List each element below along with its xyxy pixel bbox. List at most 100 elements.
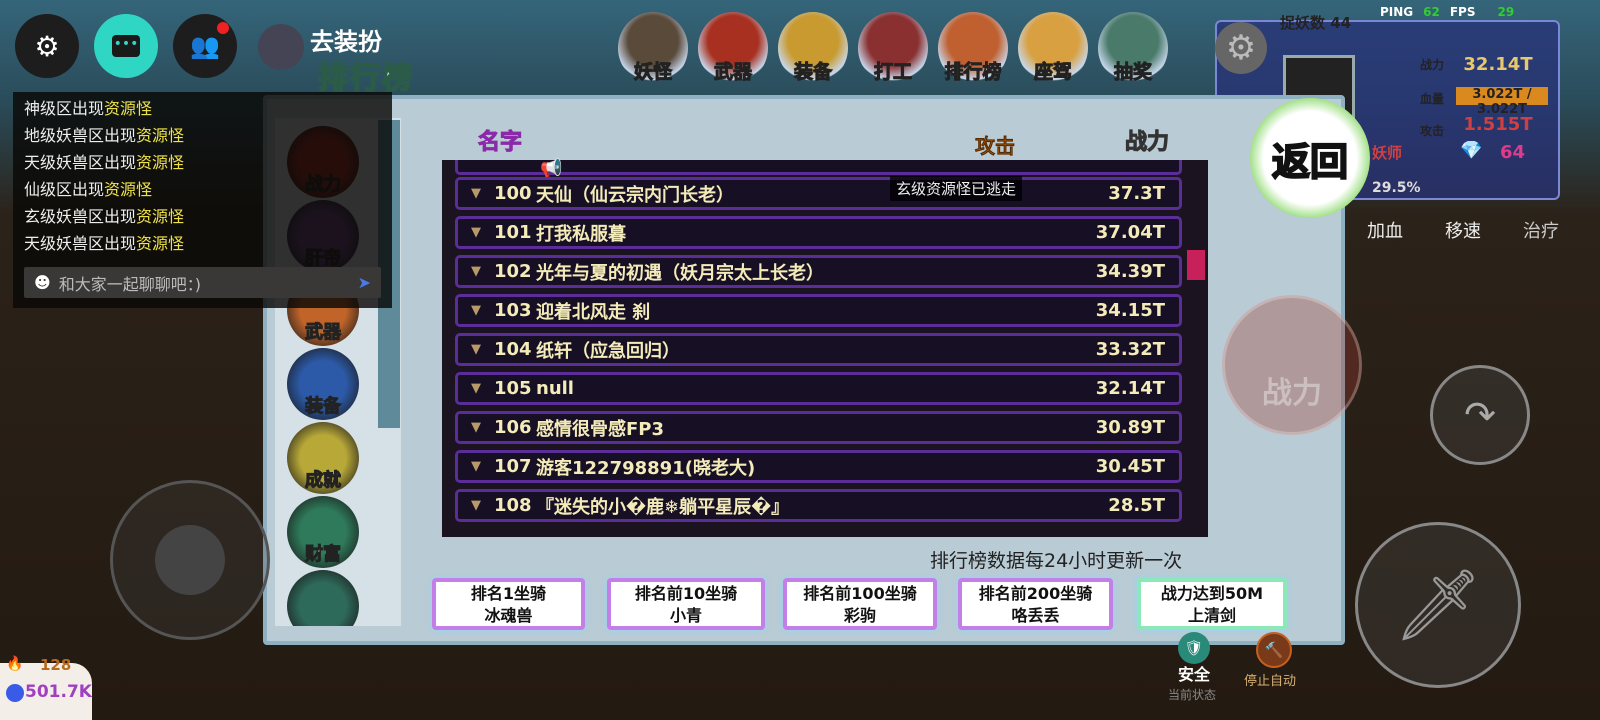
skill-heal-hp[interactable]: 加血 — [1355, 195, 1415, 243]
table-row[interactable]: ▼ 108 『迷失的小�鹿❄躺平星辰�』 28.5T — [455, 489, 1182, 522]
header-attack[interactable]: 攻击 — [975, 134, 1016, 159]
stop-auto-button[interactable]: 🔨 — [1256, 632, 1292, 668]
jump-button[interactable]: ↷ — [1430, 365, 1530, 465]
player-name: null — [536, 378, 574, 399]
chat-highlight: 资源怪 — [104, 180, 153, 199]
header-power[interactable]: 战力 — [1124, 130, 1170, 156]
menu-5[interactable]: 座驾 — [1018, 12, 1088, 84]
reward-condition: 排名前10坐骑 — [634, 584, 738, 603]
top-menu: 妖怪 武器 装备 打工 排行榜 座驾 抽奖 — [618, 12, 1178, 84]
table-row-partial — [455, 160, 1182, 175]
menu-6[interactable]: 抽奖 — [1098, 12, 1168, 84]
avatar[interactable] — [258, 24, 304, 70]
dress-up-button[interactable]: 去装扮 — [310, 28, 382, 56]
ping-label: PING — [1380, 5, 1414, 19]
chat-input[interactable]: ☻ 和大家一起聊聊吧：) ➤ — [24, 267, 381, 298]
joystick-knob[interactable] — [155, 525, 225, 595]
chat-panel: ☻ 和大家一起聊聊吧：) ➤ 神级区出现资源怪 地级妖兽区出现资源怪 天级妖兽区出现资源… — [13, 92, 392, 308]
back-button[interactable]: 返回 — [1250, 98, 1370, 218]
table-row[interactable]: ▼ 107 游客122798891(晓老大) 30.45T — [455, 450, 1182, 483]
attack-value: 1.515T — [1463, 114, 1533, 135]
chat-button[interactable]: ••• — [94, 14, 158, 78]
list-scroll-thumb[interactable] — [1187, 250, 1205, 280]
ranking-list[interactable]: ▼ 100 天仙（仙云宗内门长老） 37.3T ▼ 101 打我私服暮 37.04T ▼ 102 光… — [442, 160, 1208, 537]
tab-label: 武器 — [305, 322, 342, 344]
power-skill-button[interactable]: 战力 — [1222, 295, 1362, 435]
tab-3[interactable]: 装备 — [287, 348, 359, 420]
rank: 108 — [494, 495, 532, 516]
fire-count: 128 — [40, 656, 72, 674]
update-note: 排行榜数据每24小时更新一次 — [930, 550, 1183, 572]
menu-1[interactable]: 武器 — [698, 12, 768, 84]
power-value: 32.14T — [1095, 378, 1165, 399]
tab-label: 成就 — [305, 470, 342, 492]
chat-text: 天级妖兽区出现 — [24, 234, 137, 253]
table-row[interactable]: ▼ 104 纸轩（应急回归） 33.32T — [455, 333, 1182, 366]
player-name: 纸轩（应急回归） — [536, 340, 680, 362]
settings-button[interactable]: ⚙ — [15, 14, 79, 78]
attack-label: 攻击 — [1420, 124, 1445, 138]
reward-mount: 小青 — [669, 606, 702, 625]
reward-condition: 战力达到50M — [1160, 584, 1264, 603]
hud-settings-button[interactable]: ⚙ — [1215, 22, 1267, 74]
skill-label: 战力 — [1262, 376, 1322, 411]
tab-4[interactable]: 成就 — [287, 422, 359, 494]
send-icon[interactable]: ➤ — [357, 273, 371, 292]
mana-count: 501.7K — [25, 682, 92, 702]
rank-chevron-icon: ▼ — [471, 186, 481, 201]
tab-5[interactable]: 财富 — [287, 496, 359, 568]
skill-speed[interactable]: 移速 — [1433, 195, 1493, 243]
friends-icon: 👥 — [190, 32, 220, 60]
chat-highlight: 资源怪 — [136, 153, 185, 172]
catch-count: 44 — [1330, 14, 1352, 32]
menu-label: 排行榜 — [944, 61, 1002, 84]
ping-value: 62 — [1423, 5, 1440, 19]
status-button[interactable]: 🛡 — [1178, 632, 1210, 664]
hp-label: 血量 — [1420, 92, 1445, 106]
tab-6[interactable] — [287, 570, 359, 626]
notification-dot — [217, 22, 229, 34]
chat-text: 神级区出现 — [24, 99, 105, 118]
menu-label: 座驾 — [1033, 61, 1072, 84]
hp-bar: 3.022T / 3.022T — [1456, 87, 1548, 117]
menu-label: 打工 — [873, 61, 912, 84]
table-row[interactable]: ▼ 102 光年与夏的初遇（妖月宗太上长老） 34.39T — [455, 255, 1182, 288]
reward-0[interactable]: 排名1坐骑 冰魂兽 — [432, 578, 585, 630]
chat-bubble-icon: ••• — [112, 35, 140, 57]
reward-3[interactable]: 排名前200坐骑 咯丢丢 — [958, 578, 1113, 630]
table-row[interactable]: ▼ 100 天仙（仙云宗内门长老） 37.3T — [455, 177, 1182, 210]
chat-highlight: 资源怪 — [136, 234, 185, 253]
rank: 103 — [494, 300, 532, 321]
skill-cure[interactable]: 治疗 — [1511, 195, 1571, 243]
fps-value: 29 — [1497, 5, 1515, 19]
stop-auto-label: 停止自动 — [1244, 674, 1297, 689]
reward-2[interactable]: 排名前100坐骑 彩驹 — [783, 578, 937, 630]
table-row[interactable]: ▼ 106 感情很骨感FP3 30.89T — [455, 411, 1182, 444]
friends-button[interactable]: 👥 — [173, 14, 237, 78]
chat-line: 地级妖兽区出现资源怪 — [24, 122, 184, 146]
table-row[interactable]: ▼ 105 null 32.14T — [455, 372, 1182, 405]
menu-label: 武器 — [713, 61, 752, 84]
reward-1[interactable]: 排名前10坐骑 小青 — [607, 578, 765, 630]
catch-label: 捉妖数 — [1280, 14, 1326, 32]
megaphone-icon: 📢 — [540, 158, 563, 179]
player-name: 打我私服暮 — [536, 223, 626, 245]
menu-3[interactable]: 打工 — [858, 12, 928, 84]
fps-label: FPS — [1449, 5, 1476, 19]
joystick[interactable] — [110, 480, 270, 640]
reward-4[interactable]: 战力达到50M 上清剑 — [1137, 578, 1287, 630]
player-name: 迎着北风走 刹 — [536, 301, 651, 323]
reward-mount: 咯丢丢 — [1011, 606, 1060, 625]
table-row[interactable]: ▼ 101 打我私服暮 37.04T — [455, 216, 1182, 249]
attack-button[interactable]: 🗡 — [1355, 522, 1521, 688]
player-name: 感情很骨感FP3 — [536, 418, 665, 440]
menu-2[interactable]: 装备 — [778, 12, 848, 84]
rank-chevron-icon: ▼ — [471, 303, 481, 318]
menu-4[interactable]: 排行榜 — [938, 12, 1008, 84]
menu-0[interactable]: 妖怪 — [618, 12, 688, 84]
reward-mount: 彩驹 — [843, 606, 876, 625]
skill-label: 治疗 — [1523, 221, 1559, 242]
power-value: 37.04T — [1095, 222, 1165, 243]
menu-label: 妖怪 — [633, 61, 672, 84]
table-row[interactable]: ▼ 103 迎着北风走 刹 34.15T — [455, 294, 1182, 327]
